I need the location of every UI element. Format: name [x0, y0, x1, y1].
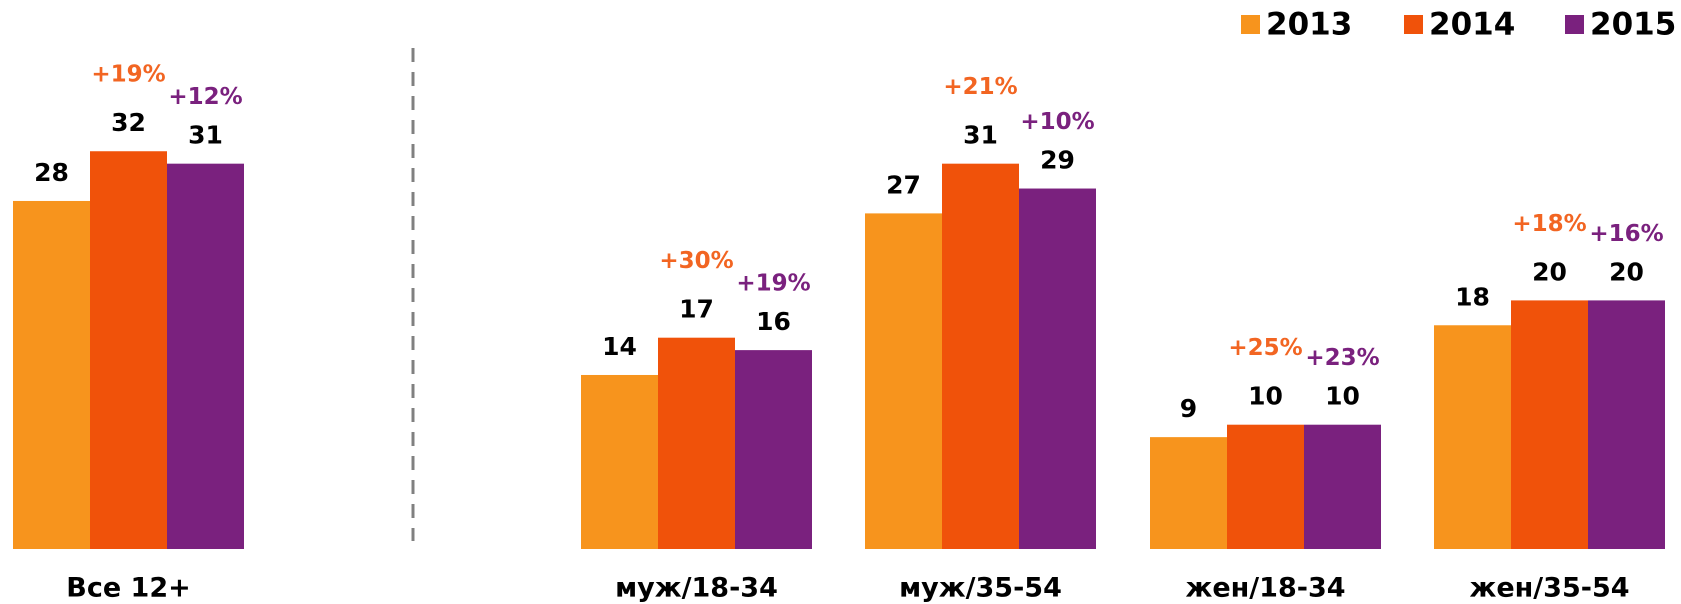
change-label: +18%	[1512, 211, 1586, 237]
x-tick-label: Все 12+	[66, 573, 191, 604]
value-label: 10	[1248, 382, 1283, 411]
bar	[167, 163, 244, 550]
change-label: +19%	[91, 62, 165, 88]
value-label: 16	[756, 307, 791, 336]
change-label: +23%	[1305, 345, 1379, 371]
bar	[942, 163, 1019, 550]
legend-label: 2015	[1590, 7, 1676, 43]
bar	[735, 350, 812, 549]
bar	[1434, 325, 1511, 549]
value-label: 20	[1532, 257, 1567, 286]
value-label: 29	[1040, 146, 1075, 175]
bar	[1304, 424, 1381, 549]
change-label: +10%	[1020, 109, 1094, 135]
value-label: 27	[886, 170, 921, 199]
value-label: 20	[1609, 257, 1644, 286]
value-label: 18	[1455, 282, 1490, 311]
change-label: +12%	[168, 84, 242, 110]
bar	[865, 213, 942, 549]
bar	[1588, 300, 1665, 549]
change-label: +16%	[1589, 221, 1663, 247]
bar	[1511, 300, 1588, 549]
x-tick-label: муж/35-54	[899, 573, 1062, 604]
bar	[1150, 437, 1227, 549]
change-label: +30%	[659, 248, 733, 274]
value-label: 10	[1325, 382, 1360, 411]
x-tick-label: жен/18-34	[1185, 573, 1345, 604]
bar	[1227, 424, 1304, 549]
legend-label: 2013	[1266, 7, 1352, 43]
x-tick-label: муж/18-34	[615, 573, 778, 604]
change-label: +19%	[736, 271, 810, 297]
value-label: 31	[963, 121, 998, 150]
legend-swatch	[1241, 15, 1260, 34]
bar	[658, 337, 735, 549]
bar	[90, 151, 167, 550]
legend-swatch	[1565, 15, 1584, 34]
value-label: 28	[34, 158, 69, 187]
legend-label: 2014	[1429, 7, 1515, 43]
value-label: 14	[602, 332, 637, 361]
value-label: 17	[679, 295, 714, 324]
change-label: +25%	[1228, 335, 1302, 361]
value-label: 31	[188, 121, 223, 150]
value-label: 9	[1180, 394, 1197, 423]
value-label: 32	[111, 108, 146, 137]
x-tick-label: жен/35-54	[1469, 573, 1629, 604]
change-label: +21%	[943, 74, 1017, 100]
bar	[13, 200, 90, 549]
bar	[1019, 188, 1096, 549]
legend-swatch	[1404, 15, 1423, 34]
bar	[581, 374, 658, 549]
